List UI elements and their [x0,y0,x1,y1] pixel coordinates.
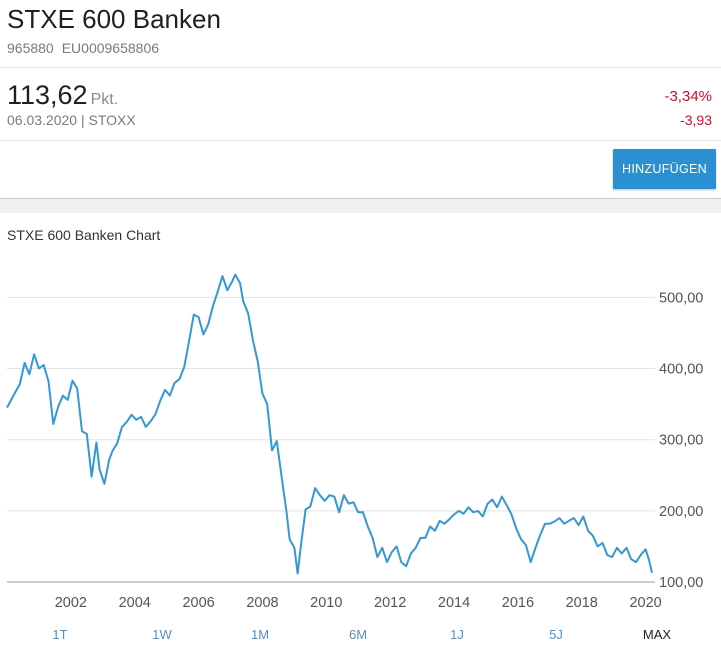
y-tick-label: 200,00 [659,504,703,520]
range-button-1w[interactable]: 1W [152,627,172,642]
y-tick-label: 100,00 [659,575,703,591]
x-tick-label: 2008 [246,595,278,611]
x-tick-label: 2004 [119,595,151,611]
x-tick-label: 2014 [438,595,470,611]
x-tick-label: 2010 [310,595,342,611]
y-tick-label: 500,00 [659,290,703,306]
x-tick-label: 2016 [502,595,534,611]
change-absolute: -3,93 [680,112,712,128]
range-button-6m[interactable]: 6M [348,627,368,642]
section-gap [0,199,721,213]
price-block: 113,62 Pkt. [7,80,118,111]
quote-header: STXE 600 Banken 965880 EU0009658806 113,6… [0,0,721,199]
wkn: 965880 [7,40,54,56]
y-tick-label: 300,00 [659,433,703,449]
x-tick-label: 2018 [566,595,598,611]
series-line [6,273,653,575]
range-button-1j[interactable]: 1J [450,627,464,642]
change-percent: -3,34% [664,88,712,105]
range-button-5j[interactable]: 5J [549,627,563,642]
divider [0,67,721,68]
price-chart[interactable]: 100,00 200,00 300,00 400,00 500,00 2002 2004 20… [0,250,721,622]
security-ids: 965880 EU0009658806 [7,40,159,56]
x-tick-label: 2012 [374,595,406,611]
range-selector: 1T 1W 1M 6M 1J 5J MAX [0,627,721,645]
add-to-watchlist-button[interactable]: HINZUFÜGEN [613,149,716,189]
y-tick-label: 400,00 [659,362,703,378]
x-tick-label: 2020 [629,595,661,611]
price-unit: Pkt. [90,91,119,108]
divider [0,140,721,141]
x-tick-label: 2002 [55,595,87,611]
chart-title: STXE 600 Banken Chart [7,227,161,243]
date-exchange: 06.03.2020 | STOXX [7,112,136,128]
x-tick-label: 2006 [182,595,214,611]
range-button-1m[interactable]: 1M [250,627,270,642]
page-title: STXE 600 Banken [7,4,221,34]
isin: EU0009658806 [61,40,160,56]
range-button-1t[interactable]: 1T [52,627,68,642]
range-button-max[interactable]: MAX [642,627,672,642]
price-value: 113,62 [7,80,88,110]
